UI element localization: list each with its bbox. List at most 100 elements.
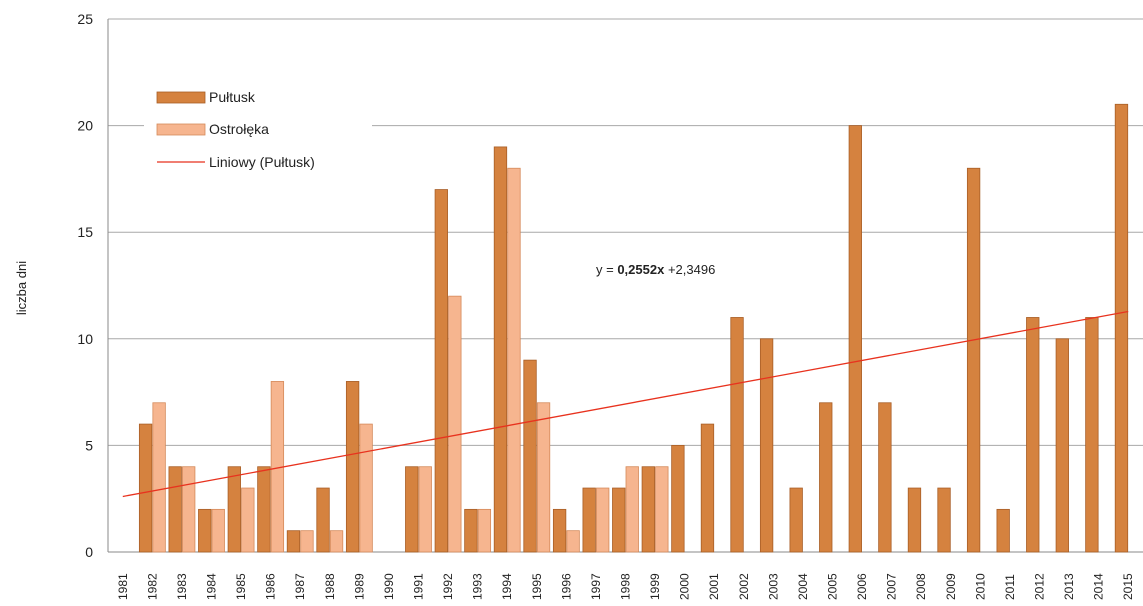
bar-pultusk xyxy=(493,146,508,553)
bar-pultusk xyxy=(730,317,744,553)
x-tick-label: 1986 xyxy=(264,573,278,600)
bar-ostroleka xyxy=(359,423,373,553)
legend-label-pultusk: Pułtusk xyxy=(209,89,256,105)
x-tick-label: 2007 xyxy=(885,573,899,600)
x-tick-label: 2012 xyxy=(1033,573,1047,600)
bar-ostroleka xyxy=(182,466,196,553)
bar-pultusk xyxy=(345,381,360,553)
x-tick-label: 1999 xyxy=(648,573,662,600)
x-tick-label: 2006 xyxy=(855,573,869,600)
bar-pultusk xyxy=(819,402,833,553)
x-tick-label: 1996 xyxy=(559,573,573,600)
bar-pultusk xyxy=(552,508,567,553)
bar-ostroleka xyxy=(625,466,639,553)
x-tick-labels: 1981 1982 1983 1984 1985 1986 1987 1988 1989 1990… xyxy=(116,573,1135,600)
bar-pultusk xyxy=(227,466,241,553)
bar-pultusk xyxy=(1114,103,1129,553)
bar-pultusk xyxy=(434,189,448,553)
x-tick-label: 2002 xyxy=(737,573,751,600)
bar-ostroleka xyxy=(418,466,432,553)
bar-pultusk xyxy=(582,487,596,553)
x-tick-label: 2004 xyxy=(796,573,810,600)
bar-pultusk xyxy=(464,508,478,553)
x-tick-label: 1987 xyxy=(293,573,307,600)
bar-ostroleka xyxy=(211,508,225,553)
x-tick-label: 1997 xyxy=(589,573,603,600)
trendline-equation: y = 0,2552x +2,3496 xyxy=(596,262,715,277)
bar-pultusk xyxy=(700,423,715,553)
legend-label-trendline: Liniowy (Pułtusk) xyxy=(209,154,315,170)
x-tick-label: 1992 xyxy=(441,573,455,600)
bar-pultusk xyxy=(641,466,655,553)
x-tick-label: 2014 xyxy=(1092,573,1106,600)
trendline xyxy=(122,310,1129,498)
x-tick-label: 2005 xyxy=(826,573,840,600)
x-tick-label: 1988 xyxy=(323,573,337,600)
x-tick-label: 1985 xyxy=(234,573,248,600)
y-tick-label: 0 xyxy=(85,544,93,560)
legend-label-ostroleka: Ostrołęka xyxy=(209,121,269,137)
legend-swatch-ostroleka xyxy=(156,123,206,136)
bar-ostroleka xyxy=(596,487,610,553)
y-tick-label: 10 xyxy=(77,331,93,347)
x-tick-label: 1989 xyxy=(352,573,366,600)
bar-pultusk xyxy=(168,466,182,553)
y-tick-label: 5 xyxy=(85,437,93,453)
bar-ostroleka xyxy=(300,530,314,553)
bar-pultusk xyxy=(966,167,981,553)
bar-pultusk xyxy=(612,487,626,553)
x-tick-label: 1990 xyxy=(382,573,396,600)
bar-pultusk xyxy=(286,530,301,553)
bar-pultusk xyxy=(405,466,419,553)
bar-ostroleka xyxy=(507,167,521,553)
bar-ostroleka xyxy=(329,530,344,553)
x-tick-label: 1982 xyxy=(145,573,159,600)
y-tick-label: 25 xyxy=(77,11,93,27)
y-tick-label: 20 xyxy=(77,118,93,134)
bar-pultusk xyxy=(937,487,951,553)
x-tick-label: 1991 xyxy=(412,573,426,600)
x-tick-label: 2015 xyxy=(1121,573,1135,600)
bars xyxy=(138,103,1129,553)
bar-pultusk xyxy=(316,487,330,553)
bar-pultusk xyxy=(878,402,892,553)
bar-pultusk xyxy=(1085,317,1099,553)
x-tick-label: 2011 xyxy=(1003,574,1017,600)
bar-ostroleka xyxy=(241,487,255,553)
bar-pultusk xyxy=(138,423,153,553)
bar-pultusk xyxy=(1055,338,1069,553)
bar-pultusk xyxy=(759,338,774,553)
x-tick-label: 2001 xyxy=(707,573,721,600)
bar-pultusk xyxy=(789,487,803,553)
legend-swatch-pultusk xyxy=(156,91,206,104)
bar-pultusk xyxy=(996,508,1010,553)
bar-ostroleka xyxy=(477,508,492,553)
x-tick-label: 1984 xyxy=(205,573,219,600)
bar-ostroleka xyxy=(655,466,669,553)
bar-pultusk xyxy=(198,508,212,553)
bar-pultusk xyxy=(257,466,271,553)
bar-ostroleka xyxy=(536,402,551,553)
y-axis-label: liczba dni xyxy=(14,261,29,315)
x-tick-label: 2010 xyxy=(973,573,987,600)
y-tick-label: 15 xyxy=(77,224,93,240)
legend: Pułtusk Ostrołęka Liniowy (Pułtusk) xyxy=(144,82,372,194)
bar-ostroleka xyxy=(448,295,462,553)
bar-pultusk xyxy=(1026,317,1040,553)
y-tick-labels: 0 5 10 15 20 25 xyxy=(77,11,93,560)
x-tick-label: 2000 xyxy=(678,573,692,600)
x-tick-label: 1981 xyxy=(116,573,130,600)
bar-ostroleka xyxy=(152,402,166,553)
x-tick-label: 2003 xyxy=(766,573,780,600)
x-tick-label: 1998 xyxy=(619,573,633,600)
x-tick-label: 2008 xyxy=(914,573,928,600)
x-tick-label: 1994 xyxy=(500,573,514,600)
bar-pultusk xyxy=(671,444,685,553)
bar-pultusk xyxy=(907,487,922,553)
trendline-line xyxy=(122,310,1129,498)
x-tick-label: 2009 xyxy=(944,573,958,600)
x-tick-label: 1993 xyxy=(471,573,485,600)
bar-pultusk xyxy=(523,359,537,553)
x-tick-label: 1983 xyxy=(175,573,189,600)
